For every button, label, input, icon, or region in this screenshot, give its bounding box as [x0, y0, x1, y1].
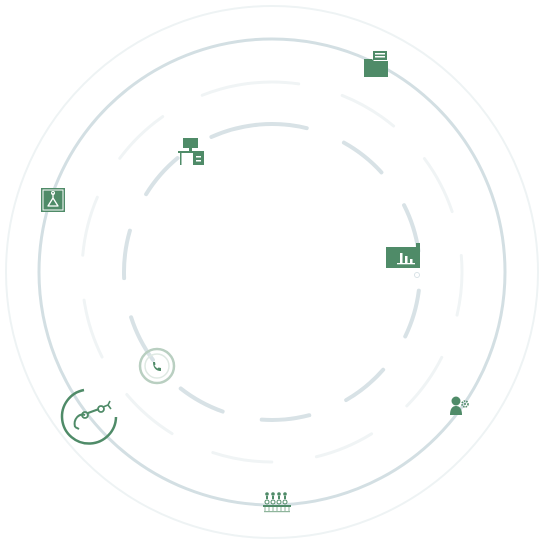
bar-chart-folder-icon	[386, 243, 420, 278]
middle-dashed-ring	[80, 80, 464, 464]
user-settings-icon	[450, 396, 469, 415]
folder-icon	[364, 51, 388, 77]
team-meeting-icon	[263, 492, 291, 513]
clipboard-bag-icon	[41, 188, 65, 212]
robot-arm-icon	[60, 388, 118, 445]
workstation-icon	[178, 138, 204, 165]
phone-icon	[138, 347, 176, 385]
inner-dashed-ring	[122, 122, 422, 423]
outer-faint-ring	[5, 5, 539, 539]
